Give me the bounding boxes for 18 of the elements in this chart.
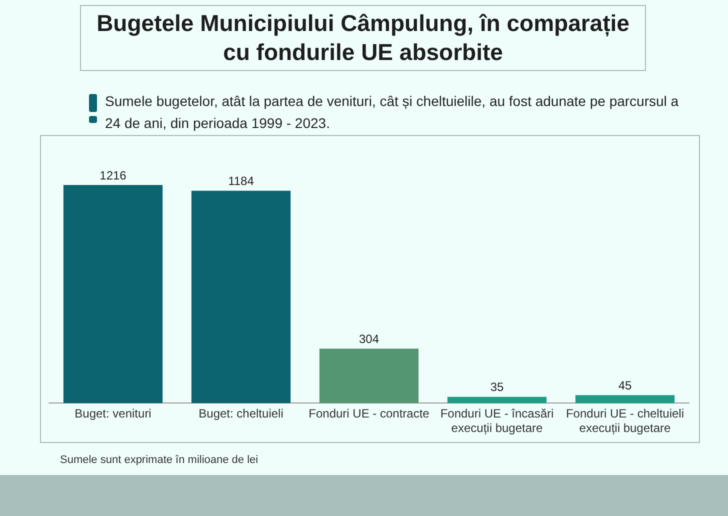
bar — [447, 396, 547, 404]
x-tick-label: Fonduri UE - contracte — [308, 406, 430, 421]
data-label: 304 — [358, 332, 380, 346]
data-label: 35 — [490, 380, 504, 394]
data-label: 1184 — [228, 174, 254, 188]
data-label: 1216 — [100, 168, 127, 182]
data-label: 45 — [618, 378, 632, 392]
x-tick-label: Fonduri UE - cheltuieli execuții bugetare — [566, 406, 684, 436]
bar — [63, 185, 163, 404]
text: Sumele sunt exprimate în milioane de lei — [60, 454, 258, 466]
chart-subtitle: Sumele bugetelor, atât la partea de venituri, cât și cheltuielile, au fost adunate pe parcursul a 24 de ani, din perioada 1999 - 2023. — [105, 92, 680, 133]
x-tick-label: Buget: venituri — [74, 406, 152, 421]
x-tick-label: Buget: cheltuieli — [198, 406, 284, 421]
chart-title: Bugetele Municipiului Câmpulung, în comparație cu fondurile UE absorbite — [80, 5, 646, 71]
x-tick-label: Fonduri UE - încasări execuții bugetare — [440, 406, 554, 436]
bar — [319, 348, 419, 404]
bar — [575, 395, 675, 404]
bar — [191, 190, 291, 404]
